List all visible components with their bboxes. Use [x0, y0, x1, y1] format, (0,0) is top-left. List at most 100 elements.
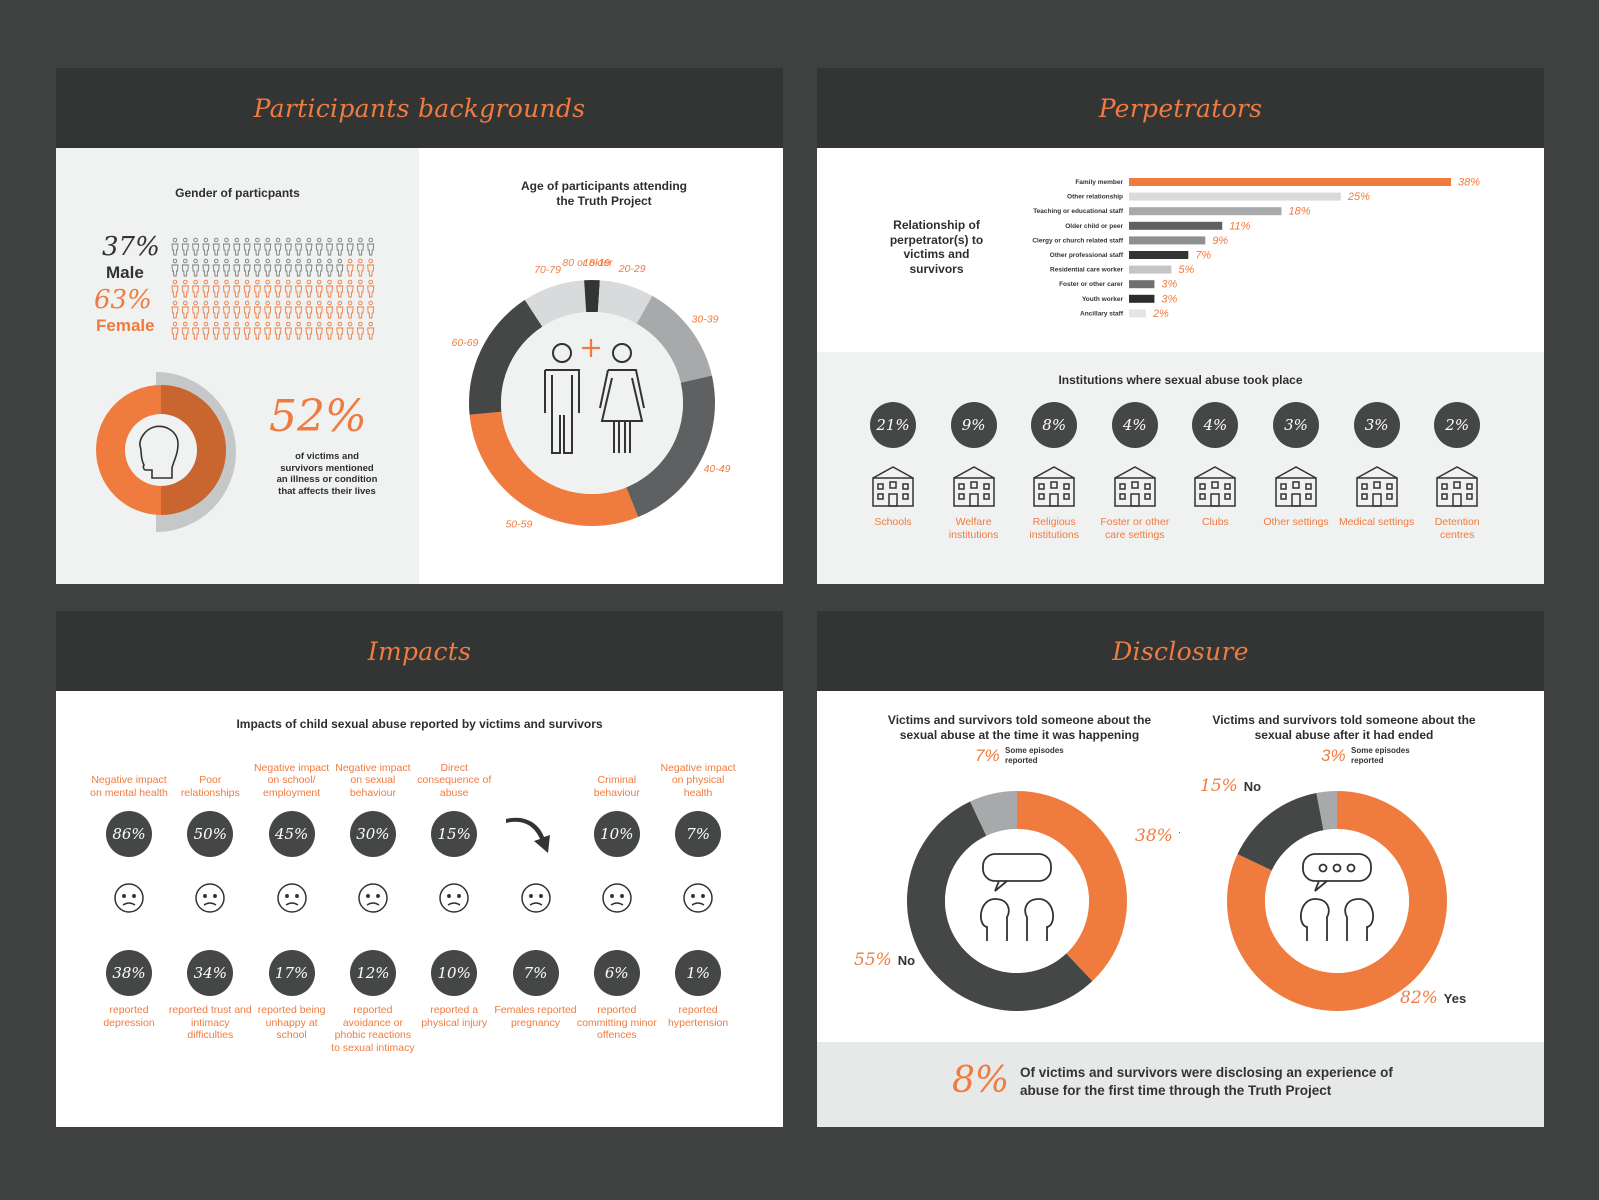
panel-header: Participants backgrounds — [56, 68, 783, 148]
building-icon — [1275, 466, 1317, 507]
impact-bottom-pct: 17% — [268, 950, 315, 996]
impact-bottom-label: Females reported pregnancy — [494, 1004, 577, 1029]
male-figure-icon — [181, 258, 189, 277]
disclosure-footer: 8% Of victims and survivors were disclos… — [817, 1042, 1544, 1127]
female-figure-icon — [305, 300, 313, 319]
institution-pct: 3% — [1353, 402, 1400, 448]
female-figure-icon — [336, 321, 344, 340]
female-figure-icon — [274, 300, 282, 319]
episodes-label: Some episodes — [1351, 746, 1410, 755]
impact-column: Negative impact on sexual behaviour 30% 1… — [331, 751, 415, 1127]
impact-bottom-label: reported depression — [103, 1004, 155, 1029]
female-figure-icon — [336, 300, 344, 319]
panel-title: Participants backgrounds — [253, 93, 586, 123]
female-figure-icon — [202, 279, 210, 298]
female-figure-icon — [367, 279, 375, 298]
institution-label: Medical settings — [1338, 516, 1415, 528]
impact-top-pct: 7% — [675, 811, 722, 857]
impact-head-icon — [358, 883, 388, 913]
male-figure-icon — [284, 258, 292, 277]
female-figure-icon — [356, 300, 364, 319]
female-figure-icon — [223, 300, 230, 319]
institution-item: 8% Religious institutions — [1014, 402, 1094, 582]
age-label: 18-19 — [583, 257, 610, 269]
rel-bar — [1129, 236, 1206, 245]
impact-category: Criminal behaviour — [593, 774, 640, 799]
female-figure-icon — [192, 321, 200, 340]
male-figure-icon — [336, 237, 344, 256]
disclosure-slice-no — [906, 801, 1093, 1011]
disclosure-slice-some — [1316, 791, 1337, 831]
disclosure-slice-yes — [1017, 791, 1127, 982]
age-title: Age of participants attending the Truth … — [520, 179, 687, 208]
female-figure-icon — [356, 279, 364, 298]
episodes-pct: 7% — [975, 746, 1000, 765]
female-figure-icon — [295, 321, 303, 340]
rel-category-label: Clergy or church related staff — [1032, 237, 1123, 244]
institution-item: 4% Clubs — [1175, 402, 1255, 582]
impact-head-icon — [602, 883, 632, 913]
impact-head-icon — [276, 883, 307, 913]
impact-bottom-pct: 1% — [675, 950, 722, 996]
institution-item: 9% Welfare institutions — [934, 402, 1014, 582]
panel-header: Impacts — [56, 611, 783, 691]
institutions-row: 21% Schools 9% — [817, 402, 1544, 582]
male-figure-icon — [336, 258, 344, 277]
impact-top-pct: 10% — [593, 811, 640, 857]
gender-people-grid — [171, 237, 375, 340]
male-figure-icon — [274, 237, 282, 256]
male-figure-icon — [243, 258, 251, 277]
female-figure-icon — [202, 321, 210, 340]
impact-category: Poor relationships — [180, 774, 240, 799]
female-figure-icon — [284, 321, 292, 340]
male-figure-icon — [253, 237, 261, 256]
age-label: 60-69 — [452, 337, 479, 349]
age-slice-40-49 — [626, 375, 715, 518]
impact-top-pct: 86% — [106, 811, 152, 857]
relationship-bar-chart: Family member 38% Other relationship 25% Tea… — [1032, 177, 1480, 320]
female-figure-icon — [192, 300, 200, 319]
impact-column: Direct consequence of abuse 15% 10% report… — [412, 751, 496, 1127]
impacts-grid: Negative impact on mental health 86% 38% r… — [56, 751, 783, 1127]
building-icon — [1436, 466, 1478, 507]
male-figure-icon — [192, 237, 200, 256]
female-figure-icon — [243, 300, 251, 319]
rel-category-label: Teaching or educational staff — [1033, 208, 1124, 215]
female-figure-icon — [212, 279, 220, 298]
female-figure-icon — [315, 279, 323, 298]
impact-category: Negative impact on sexual behaviour — [335, 761, 411, 799]
male-figure-icon — [326, 237, 333, 256]
female-figure-icon — [346, 258, 354, 277]
panel-title: Perpetrators — [1098, 93, 1263, 123]
impact-column: Negative impact on mental health 86% 38% r… — [87, 751, 171, 1127]
female-figure-icon — [295, 300, 303, 319]
impact-column: Negative impact on physical health 7% 1% r… — [656, 751, 740, 1127]
impact-category: Negative impact on mental health — [90, 774, 168, 799]
male-figure-icon — [295, 258, 303, 277]
female-figure-icon — [264, 300, 272, 319]
female-figure-icon — [212, 300, 220, 319]
female-figure-icon — [346, 279, 354, 298]
female-figure-icon — [336, 279, 344, 298]
female-figure-icon — [367, 321, 375, 340]
impact-category: Negative impact on school/ employment — [253, 761, 330, 799]
panel-header: Perpetrators — [817, 68, 1544, 148]
panel-title: Disclosure — [1112, 636, 1249, 666]
panel-impacts: Impacts Impacts of child sexual abuse re… — [56, 611, 783, 1127]
rel-category-label: Ancillary staff — [1080, 310, 1124, 317]
institution-label: Religious institutions — [1029, 516, 1079, 541]
rel-value-label: 3% — [1161, 279, 1177, 291]
institution-item: 3% Medical settings — [1337, 402, 1417, 582]
no-label: 15% No — [1200, 776, 1261, 796]
rel-value-label: 9% — [1212, 235, 1228, 247]
footer-pct: 8% — [952, 1060, 1010, 1101]
age-label: 50-59 — [505, 519, 532, 531]
male-figure-icon — [233, 237, 241, 256]
rel-bar — [1129, 192, 1341, 201]
gender-title: Gender of particpants — [175, 186, 300, 200]
institution-item: 4% Foster or other care settings — [1095, 402, 1175, 582]
female-figure-icon — [253, 300, 261, 319]
rel-bar — [1129, 280, 1155, 289]
impact-bottom-pct: 7% — [512, 950, 559, 996]
